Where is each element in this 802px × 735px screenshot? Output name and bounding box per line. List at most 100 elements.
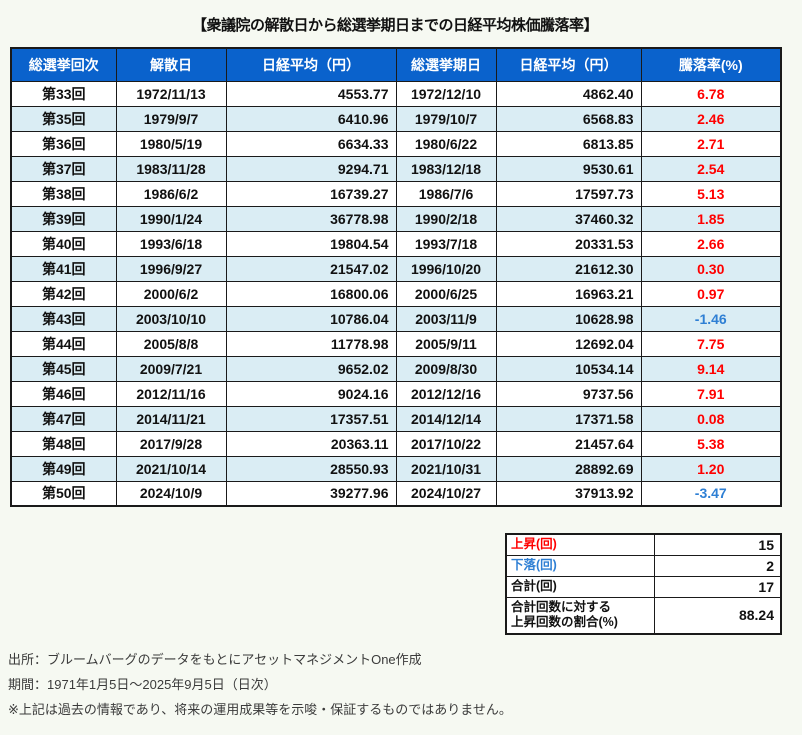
table-row: 第47回 2014/11/21 17357.51 2014/12/14 17371.58…	[10, 405, 782, 432]
disclaimer-note: ※上記は過去の情報であり、将来の運用成果等を示唆・保証するものではありません。	[8, 702, 512, 717]
dissolution-date-cell: 2009/7/21	[115, 355, 227, 382]
nikkei-at-dissolution-cell: 9652.02	[225, 355, 397, 382]
summary-value: 15	[653, 533, 782, 556]
election-number-cell: 第35回	[10, 105, 117, 132]
election-number-cell: 第43回	[10, 305, 117, 332]
column-header: 日経平均（円）	[495, 47, 642, 82]
nikkei-at-dissolution-cell: 17357.51	[225, 405, 397, 432]
summary-label-line: 合計回数に対する	[511, 600, 612, 615]
dissolution-date-cell: 2017/9/28	[115, 430, 227, 457]
dissolution-date-cell: 2014/11/21	[115, 405, 227, 432]
table-row: 第45回 2009/7/21 9652.02 2009/8/30 10534.14 9.1…	[10, 355, 782, 382]
election-date-cell: 2017/10/22	[395, 430, 497, 457]
column-header: 総選挙期日	[395, 47, 497, 82]
source-note: 出所：ブルームバーグのデータをもとにアセットマネジメントOne作成	[8, 652, 422, 667]
election-date-cell: 2003/11/9	[395, 305, 497, 332]
change-rate-cell: 2.71	[640, 130, 782, 157]
nikkei-at-dissolution-cell: 4553.77	[225, 80, 397, 107]
change-rate-cell: 0.97	[640, 280, 782, 307]
change-rate-cell: 7.75	[640, 330, 782, 357]
election-number-cell: 第40回	[10, 230, 117, 257]
nikkei-at-election-cell: 20331.53	[495, 230, 642, 257]
dissolution-date-cell: 2024/10/9	[115, 480, 227, 507]
summary-label: 合計(回)	[505, 575, 655, 598]
dissolution-date-cell: 1980/5/19	[115, 130, 227, 157]
summary-label-line: 下落(回)	[511, 558, 557, 572]
nikkei-at-election-cell: 6813.85	[495, 130, 642, 157]
summary-label-line: 上昇回数の割合(%)	[511, 615, 618, 630]
table-row: 第46回 2012/11/16 9024.16 2012/12/16 9737.56 7.…	[10, 380, 782, 407]
change-rate-cell: -1.46	[640, 305, 782, 332]
election-date-cell: 2009/8/30	[395, 355, 497, 382]
election-number-cell: 第47回	[10, 405, 117, 432]
dissolution-date-cell: 1983/11/28	[115, 155, 227, 182]
nikkei-at-dissolution-cell: 20363.11	[225, 430, 397, 457]
change-rate-cell: -3.47	[640, 480, 782, 507]
election-number-cell: 第38回	[10, 180, 117, 207]
election-number-cell: 第45回	[10, 355, 117, 382]
column-header: 騰落率(%)	[640, 47, 782, 82]
table-row: 第41回 1996/9/27 21547.02 1996/10/20 21612.30 0…	[10, 255, 782, 282]
summary-table: 上昇(回) 15 下落(回) 2 合計(回) 17 合計回数に対する 上昇回数の割合(%) 88…	[505, 533, 782, 635]
summary-value: 17	[653, 575, 782, 598]
column-header: 日経平均（円）	[225, 47, 397, 82]
election-date-cell: 1972/12/10	[395, 80, 497, 107]
footnotes: 出所：ブルームバーグのデータをもとにアセットマネジメントOne作成 期間：197…	[8, 647, 802, 722]
dissolution-date-cell: 2003/10/10	[115, 305, 227, 332]
election-date-cell: 1979/10/7	[395, 105, 497, 132]
nikkei-at-dissolution-cell: 21547.02	[225, 255, 397, 282]
dissolution-date-cell: 2005/8/8	[115, 330, 227, 357]
summary-row: 下落(回) 2	[505, 554, 782, 577]
election-date-cell: 1990/2/18	[395, 205, 497, 232]
election-date-cell: 2024/10/27	[395, 480, 497, 507]
election-number-cell: 第36回	[10, 130, 117, 157]
election-date-cell: 1996/10/20	[395, 255, 497, 282]
election-date-cell: 2005/9/11	[395, 330, 497, 357]
nikkei-at-election-cell: 37913.92	[495, 480, 642, 507]
table-row: 第39回 1990/1/24 36778.98 1990/2/18 37460.32 1.…	[10, 205, 782, 232]
change-rate-cell: 6.78	[640, 80, 782, 107]
election-date-cell: 1993/7/18	[395, 230, 497, 257]
election-number-cell: 第49回	[10, 455, 117, 482]
change-rate-cell: 0.30	[640, 255, 782, 282]
dissolution-date-cell: 1972/11/13	[115, 80, 227, 107]
nikkei-at-dissolution-cell: 6634.33	[225, 130, 397, 157]
nikkei-at-election-cell: 37460.32	[495, 205, 642, 232]
election-number-cell: 第33回	[10, 80, 117, 107]
nikkei-at-election-cell: 16963.21	[495, 280, 642, 307]
table-row: 第37回 1983/11/28 9294.71 1983/12/18 9530.61 2.…	[10, 155, 782, 182]
nikkei-at-dissolution-cell: 19804.54	[225, 230, 397, 257]
summary-value: 88.24	[653, 596, 782, 635]
nikkei-at-dissolution-cell: 16739.27	[225, 180, 397, 207]
nikkei-at-election-cell: 6568.83	[495, 105, 642, 132]
change-rate-cell: 2.66	[640, 230, 782, 257]
column-header: 解散日	[115, 47, 227, 82]
dissolution-date-cell: 2000/6/2	[115, 280, 227, 307]
election-number-cell: 第44回	[10, 330, 117, 357]
nikkei-at-election-cell: 17597.73	[495, 180, 642, 207]
change-rate-cell: 9.14	[640, 355, 782, 382]
change-rate-cell: 5.13	[640, 180, 782, 207]
nikkei-at-election-cell: 9530.61	[495, 155, 642, 182]
summary-value: 2	[653, 554, 782, 577]
nikkei-at-election-cell: 10534.14	[495, 355, 642, 382]
nikkei-at-election-cell: 21612.30	[495, 255, 642, 282]
column-header: 総選挙回次	[10, 47, 117, 82]
summary-label-line: 合計(回)	[511, 579, 557, 593]
change-rate-cell: 2.46	[640, 105, 782, 132]
nikkei-at-election-cell: 21457.64	[495, 430, 642, 457]
nikkei-at-dissolution-cell: 9294.71	[225, 155, 397, 182]
nikkei-at-dissolution-cell: 11778.98	[225, 330, 397, 357]
table-row: 第35回 1979/9/7 6410.96 1979/10/7 6568.83 2.46	[10, 105, 782, 132]
dissolution-date-cell: 1993/6/18	[115, 230, 227, 257]
summary-label-line: 上昇(回)	[511, 537, 557, 552]
election-number-cell: 第37回	[10, 155, 117, 182]
nikkei-at-dissolution-cell: 28550.93	[225, 455, 397, 482]
summary-label: 下落(回)	[505, 554, 655, 577]
table-row: 第33回 1972/11/13 4553.77 1972/12/10 4862.40 6.…	[10, 80, 782, 107]
table-row: 第48回 2017/9/28 20363.11 2017/10/22 21457.64 5…	[10, 430, 782, 457]
dissolution-date-cell: 1990/1/24	[115, 205, 227, 232]
nikkei-at-election-cell: 4862.40	[495, 80, 642, 107]
election-date-cell: 2014/12/14	[395, 405, 497, 432]
nikkei-at-election-cell: 28892.69	[495, 455, 642, 482]
